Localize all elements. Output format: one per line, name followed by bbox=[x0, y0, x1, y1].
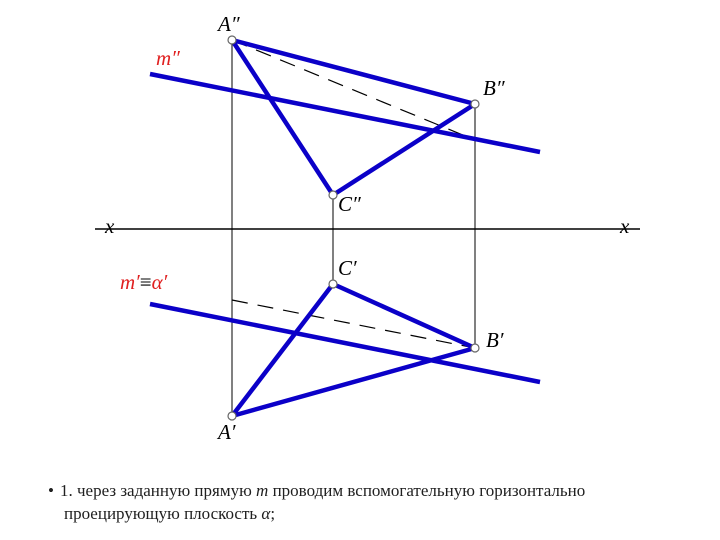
caption-m: m bbox=[256, 481, 268, 500]
caption-line-2b: ; bbox=[270, 504, 275, 523]
caption-line-2a: проецирующую плоскость bbox=[60, 504, 261, 523]
drawing bbox=[0, 0, 720, 540]
caption-line-1b: проводим вспомогательную горизонтально bbox=[268, 481, 585, 500]
triangles bbox=[232, 40, 475, 416]
m-lines bbox=[150, 74, 540, 382]
dashed-lines bbox=[232, 40, 475, 348]
caption-text: • 1. через заданную прямую m проводим вс… bbox=[60, 480, 680, 526]
caption-bullet: • bbox=[48, 480, 54, 503]
caption-line-1a: 1. через заданную прямую bbox=[60, 481, 256, 500]
diagram-stage: A″B″C″C′B′A′m″m′≡α′xx • 1. через заданну… bbox=[0, 0, 720, 540]
